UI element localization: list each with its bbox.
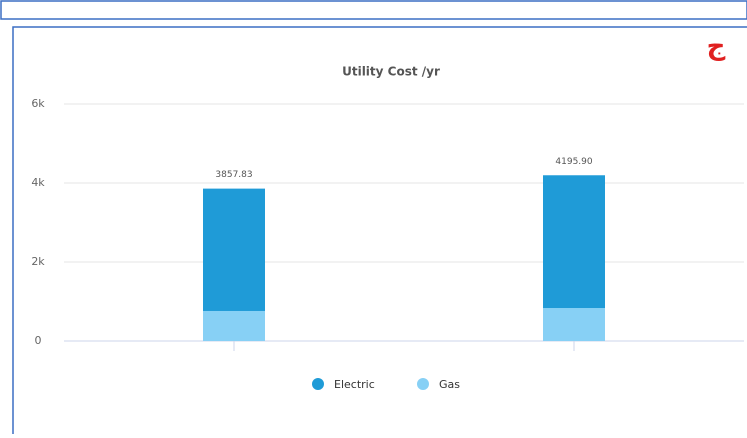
top-panel	[0, 0, 747, 20]
annotation: ج	[707, 32, 726, 62]
bar	[203, 310, 265, 341]
chart-title: Utility Cost /yr	[342, 65, 440, 79]
bar	[203, 188, 265, 311]
bar	[543, 308, 605, 341]
legend-swatch	[312, 378, 324, 390]
bar	[543, 175, 605, 309]
y-tick-label: 0	[35, 334, 42, 347]
legend-label: Electric	[334, 378, 375, 391]
legend-swatch	[417, 378, 429, 390]
total-label: 4195.90	[555, 157, 592, 167]
legend-label: Gas	[439, 378, 460, 391]
y-tick-label: 2k	[31, 255, 45, 268]
y-tick-label: 6k	[31, 97, 45, 110]
y-tick-label: 4k	[31, 176, 45, 189]
chart-panel	[12, 26, 747, 438]
total-label: 3857.83	[215, 170, 252, 180]
